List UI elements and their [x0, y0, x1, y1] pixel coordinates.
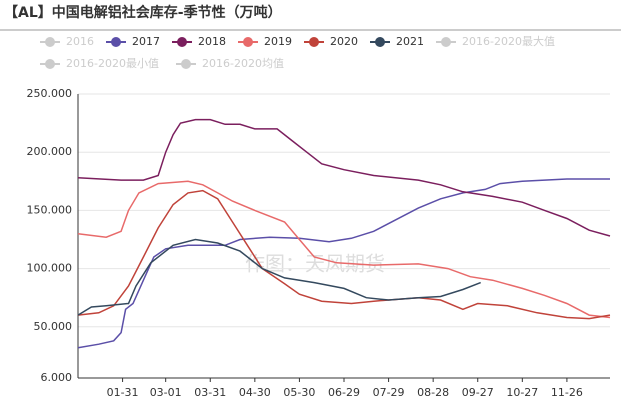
y-tick-label: 250.000	[27, 87, 73, 100]
series-line	[77, 189, 611, 320]
legend-swatch	[177, 37, 187, 47]
x-tick-label: 07-29	[373, 386, 405, 399]
x-tick-label: 09-27	[462, 386, 494, 399]
series-line	[77, 238, 481, 316]
y-tick-label: 200.000	[27, 145, 73, 158]
legend-swatch	[45, 59, 55, 69]
series-line	[77, 178, 610, 349]
legend-swatch	[45, 37, 55, 47]
legend-label[interactable]: 2020	[330, 35, 358, 48]
series-line	[77, 180, 611, 319]
y-tick-label: 150.000	[27, 203, 73, 216]
series-line	[77, 118, 611, 237]
x-tick-label: 01-31	[107, 386, 139, 399]
legend-label[interactable]: 2016-2020最大值	[462, 34, 555, 48]
legend-swatch	[111, 37, 121, 47]
legend-label[interactable]: 2016-2020均值	[202, 57, 284, 70]
y-tick-label: 6.000	[41, 371, 73, 384]
x-tick-label: 04-30	[239, 386, 271, 399]
legend-swatch	[309, 37, 319, 47]
legend-swatch	[181, 59, 191, 69]
legend-swatch	[375, 37, 385, 47]
x-tick-label: 05-30	[283, 386, 315, 399]
legend-label[interactable]: 2016-2020最小值	[66, 57, 159, 70]
x-tick-label: 06-29	[328, 386, 360, 399]
legend-label[interactable]: 2021	[396, 35, 424, 48]
legend-swatch	[441, 37, 451, 47]
x-tick-label: 03-31	[194, 386, 226, 399]
legend-swatch	[243, 37, 253, 47]
x-tick-label: 11-26	[551, 386, 583, 399]
x-tick-label: 10-27	[506, 386, 538, 399]
legend-label[interactable]: 2018	[198, 35, 226, 48]
y-tick-label: 100.000	[27, 262, 73, 275]
x-tick-label: 08-28	[417, 386, 449, 399]
legend-label[interactable]: 2017	[132, 35, 160, 48]
legend-label[interactable]: 2019	[264, 35, 292, 48]
y-tick-label: 50.000	[34, 320, 73, 333]
x-tick-label: 03-01	[150, 386, 182, 399]
chart-title: 【AL】中国电解铝社会库存-季节性（万吨）	[4, 4, 282, 21]
legend-label[interactable]: 2016	[66, 35, 94, 48]
